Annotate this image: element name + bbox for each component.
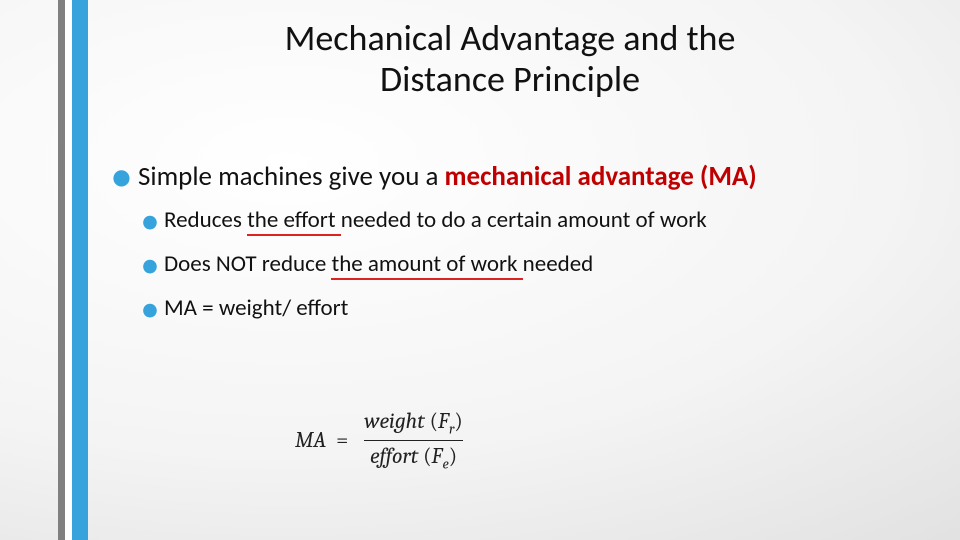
eq-numerator: weight (Fr) [358, 408, 468, 440]
bullet1-text-pre: Simple machines give you a [138, 160, 445, 193]
title-line-2: Distance Principle [380, 57, 640, 101]
sub2-underline: the amount of work [331, 250, 522, 280]
eq-lhs: MA [295, 427, 326, 453]
eq-den-sym: F [432, 443, 443, 469]
accent-bar-blue [72, 0, 88, 540]
sub3: MA = weight/ effort [164, 294, 348, 322]
sub1-b: needed to do a certain amount of work [341, 206, 707, 234]
bullet-level2: MA = weight/ effort [142, 294, 940, 324]
slide-title: Mechanical Advantage and the Distance Pr… [200, 18, 820, 101]
bullet-level1: Simple machines give you a mechanical ad… [112, 160, 940, 194]
bullet-level2: Reduces the effort needed to do a certai… [142, 206, 940, 236]
equation: MA = weight (Fr) effort (Fe) [295, 408, 469, 472]
bullet-level2: Does NOT reduce the amount of work neede… [142, 250, 940, 280]
title-line-1: Mechanical Advantage and the [285, 16, 736, 60]
slide-body: Simple machines give you a mechanical ad… [112, 160, 940, 337]
sub1-a: Reduces [164, 206, 247, 234]
eq-equals: = [336, 427, 348, 453]
eq-num-word: weight [364, 408, 424, 434]
sub2-a: Does NOT reduce [164, 250, 331, 278]
accent-bars [58, 0, 88, 540]
eq-fraction: weight (Fr) effort (Fe) [358, 408, 468, 472]
accent-bar-white [65, 0, 72, 540]
eq-den-word: effort [370, 443, 418, 469]
eq-num-sym: F [438, 408, 449, 434]
accent-bar-grey [58, 0, 65, 540]
bullet1-highlight: mechanical advantage (MA) [445, 160, 757, 193]
sub2-b: needed [523, 250, 594, 278]
sub1-underline: the effort [247, 206, 341, 236]
eq-denominator: effort (Fe) [364, 440, 463, 473]
